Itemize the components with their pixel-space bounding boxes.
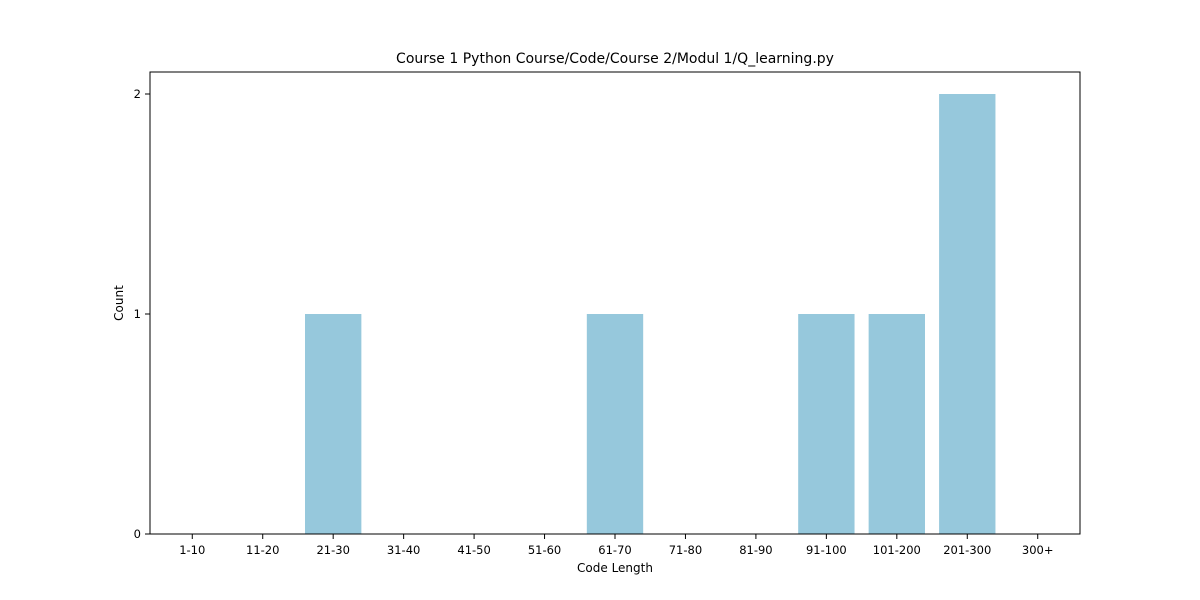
y-axis-label: Count xyxy=(112,285,126,321)
x-tick-label: 31-40 xyxy=(387,543,420,557)
x-tick-label: 51-60 xyxy=(528,543,561,557)
x-tick-label: 300+ xyxy=(1022,543,1054,557)
x-axis-ticks: 1-10 11-20 21-30 31-40 41-50 51-60 61-70 71-80 8… xyxy=(179,534,1054,557)
bar-91-100 xyxy=(798,314,855,534)
x-tick-label: 71-80 xyxy=(669,543,702,557)
y-axis-ticks: 0 1 2 xyxy=(134,87,150,541)
x-axis-label: Code Length xyxy=(577,561,653,575)
bar-101-200 xyxy=(868,314,925,534)
bar-201-300 xyxy=(939,94,996,534)
x-tick-label: 201-300 xyxy=(943,543,991,557)
x-tick-label: 11-20 xyxy=(246,543,279,557)
x-tick-label: 61-70 xyxy=(598,543,631,557)
chart-title: Course 1 Python Course/Code/Course 2/Mod… xyxy=(396,51,834,67)
y-tick-label: 1 xyxy=(134,307,141,321)
bar-21-30 xyxy=(305,314,362,534)
x-tick-label: 1-10 xyxy=(179,543,205,557)
y-tick-label: 2 xyxy=(134,87,141,101)
x-tick-label: 41-50 xyxy=(457,543,490,557)
plot-area-frame xyxy=(149,71,1081,535)
bar-61-70 xyxy=(586,314,644,534)
x-tick-label: 91-100 xyxy=(806,543,847,557)
x-tick-label: 101-200 xyxy=(873,543,921,557)
y-tick-label: 0 xyxy=(134,527,141,541)
bars-layer xyxy=(305,94,996,534)
x-tick-label: 81-90 xyxy=(739,543,772,557)
x-tick-label: 21-30 xyxy=(316,543,349,557)
